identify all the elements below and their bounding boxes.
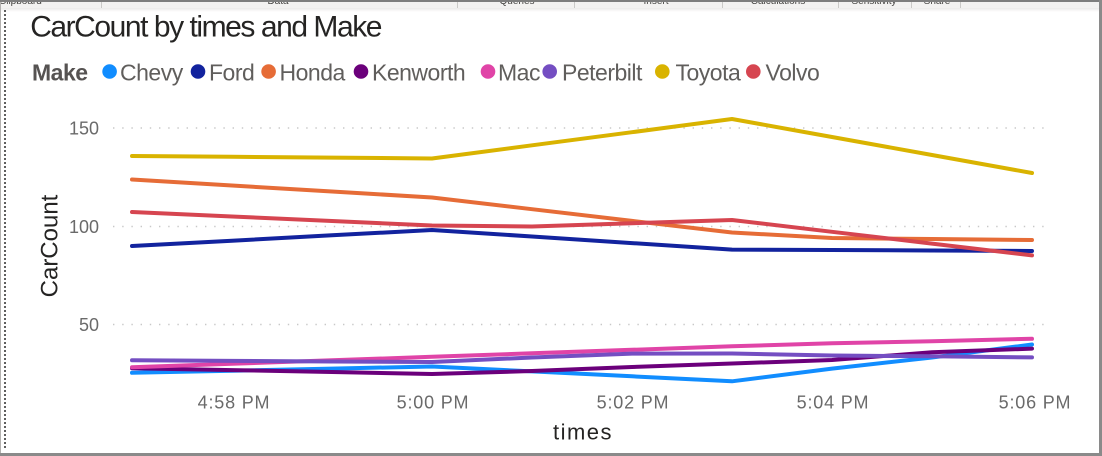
svg-text:times: times	[553, 420, 613, 445]
svg-text:5:04 PM: 5:04 PM	[797, 393, 870, 413]
svg-text:5:02 PM: 5:02 PM	[597, 393, 670, 413]
svg-text:Kenworth: Kenworth	[372, 59, 465, 85]
svg-text:Honda: Honda	[280, 59, 346, 85]
svg-text:Peterbilt: Peterbilt	[562, 59, 643, 85]
svg-text:CarCount by times and Make: CarCount by times and Make	[30, 11, 382, 44]
svg-text:5:06 PM: 5:06 PM	[999, 393, 1072, 413]
svg-text:50: 50	[79, 315, 99, 335]
svg-text:Make: Make	[32, 59, 88, 85]
svg-text:CarCount: CarCount	[37, 194, 64, 297]
svg-text:Volvo: Volvo	[766, 59, 820, 85]
svg-text:5:00 PM: 5:00 PM	[397, 393, 470, 413]
svg-text:Toyota: Toyota	[676, 59, 741, 85]
svg-text:Mac: Mac	[498, 59, 540, 85]
svg-text:100: 100	[69, 217, 99, 237]
svg-text:4:58 PM: 4:58 PM	[198, 393, 271, 413]
svg-text:Chevy: Chevy	[120, 59, 184, 85]
svg-text:150: 150	[69, 118, 99, 138]
svg-text:Ford: Ford	[209, 59, 254, 85]
